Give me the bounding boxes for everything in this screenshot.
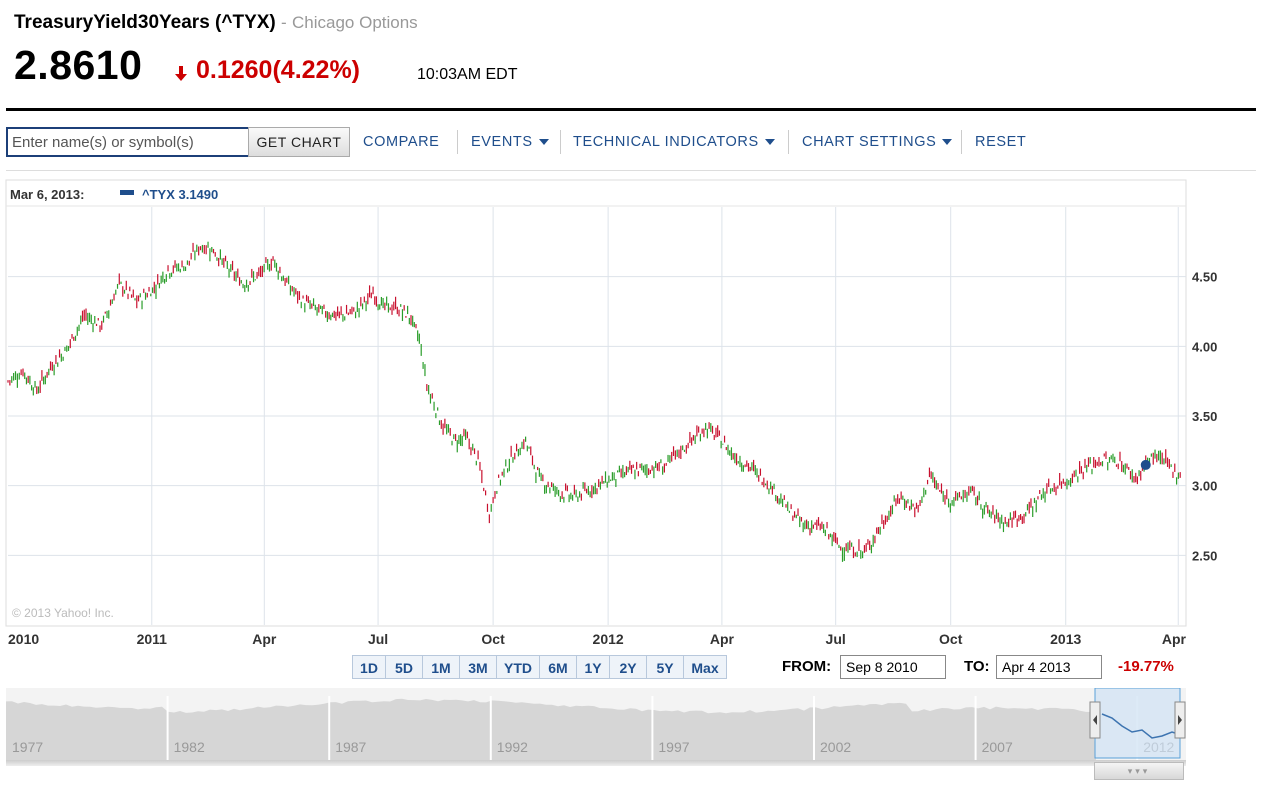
get-chart-button[interactable]: GET CHART	[248, 127, 350, 157]
x-tick-label: Oct	[939, 631, 963, 647]
toolbar-divider-line	[6, 170, 1256, 171]
chart-grid	[8, 207, 1186, 625]
chevron-left-icon	[1093, 715, 1097, 725]
chart-toolbar: GET CHART COMPARE EVENTS TECHNICAL INDIC…	[6, 126, 1256, 158]
exchange-name: Chicago Options	[292, 13, 418, 32]
technical-indicators-menu[interactable]: TECHNICAL INDICATORS	[573, 134, 775, 150]
toolbar-divider	[560, 130, 561, 154]
x-tick-label: 2012	[593, 631, 624, 647]
navigator-year-label: 2002	[820, 739, 851, 755]
navigator-selection-line	[1101, 713, 1179, 739]
range-button-1d[interactable]: 1D	[352, 655, 386, 679]
navigator-year-label: 1992	[497, 739, 528, 755]
price-chart[interactable]: 2.503.003.504.004.50 2010 2011 Apr Jul Oct 20…	[0, 0, 1262, 655]
quote-time: 10:03AM EDT	[417, 66, 518, 83]
y-tick-label: 2.50	[1192, 548, 1217, 563]
navigator-year-label: 1977	[12, 739, 43, 755]
range-button-5y[interactable]: 5Y	[646, 655, 684, 679]
range-button-ytd[interactable]: YTD	[496, 655, 540, 679]
change-percent: (4.22%)	[272, 56, 361, 84]
price-bars	[7, 241, 1181, 562]
header-divider	[6, 108, 1256, 111]
compare-link[interactable]: COMPARE	[363, 134, 440, 150]
navigator-year-label: 1982	[174, 739, 205, 755]
hover-marker	[1140, 459, 1151, 470]
x-tick-label: Apr	[1162, 631, 1187, 647]
range-button-1y[interactable]: 1Y	[576, 655, 610, 679]
navigator-selection[interactable]	[1094, 688, 1181, 759]
legend-symbol-value: ^TYX 3.1490	[142, 187, 218, 202]
to-label: TO:	[964, 658, 990, 675]
chart-settings-menu[interactable]: CHART SETTINGS	[802, 134, 953, 150]
technical-indicators-label: TECHNICAL INDICATORS	[573, 134, 759, 150]
navigator-year-label: 1997	[658, 739, 689, 755]
last-price: 2.8610	[14, 42, 143, 88]
chart-frame	[5, 179, 1187, 627]
legend-date: Mar 6, 2013:	[10, 187, 84, 202]
range-button-6m[interactable]: 6M	[539, 655, 577, 679]
symbol-name: TreasuryYield30Years (^TYX)	[14, 12, 276, 33]
x-tick-label: Jul	[368, 631, 388, 647]
down-arrow-icon	[175, 66, 187, 81]
chevron-down-icon	[942, 139, 953, 146]
from-date-input[interactable]	[840, 655, 946, 679]
toolbar-divider	[788, 130, 789, 154]
x-tick-label: Jul	[826, 631, 846, 647]
y-axis: 2.50 3.00 3.50 4.00 4.50	[1192, 270, 1217, 564]
range-button-5d[interactable]: 5D	[385, 655, 423, 679]
x-axis: 2010 2011 Apr Jul Oct 2012 Apr Jul Oct 2013 Apr	[8, 631, 1187, 647]
range-change-percent: -19.77%	[1118, 658, 1174, 675]
toolbar-divider	[961, 130, 962, 154]
chart-settings-label: CHART SETTINGS	[802, 134, 937, 150]
chevron-down-icon	[764, 139, 775, 146]
events-menu[interactable]: EVENTS	[471, 134, 549, 150]
navigator-year-label: 2007	[982, 739, 1013, 755]
x-tick-label: Oct	[481, 631, 505, 647]
y-tick-label: 4.00	[1192, 339, 1217, 354]
reset-link[interactable]: RESET	[975, 134, 1027, 150]
chevron-down-icon	[538, 139, 549, 146]
copyright: © 2013 Yahoo! Inc.	[12, 606, 114, 620]
price-change: 0.1260(4.22%)	[196, 56, 360, 85]
range-button-1m[interactable]: 1M	[422, 655, 460, 679]
x-tick-label: 2010	[8, 631, 39, 647]
events-label: EVENTS	[471, 134, 533, 150]
to-date-input[interactable]	[996, 655, 1102, 679]
y-tick-label: 4.50	[1192, 270, 1217, 285]
y-tick-label: 3.50	[1192, 409, 1217, 424]
chevron-right-icon	[1178, 715, 1182, 725]
y-tick-label: 3.00	[1192, 479, 1217, 494]
range-button-2y[interactable]: 2Y	[609, 655, 647, 679]
navigator-area	[6, 698, 1096, 760]
time-navigator[interactable]: 19771982198719921997200220072012	[6, 688, 1186, 760]
symbol-search-input[interactable]	[6, 127, 250, 157]
x-tick-label: 2011	[137, 631, 168, 647]
navigator-year-label: 1987	[335, 739, 366, 755]
range-button-3m[interactable]: 3M	[459, 655, 497, 679]
change-value: 0.1260	[196, 56, 273, 84]
scrollbar-grip[interactable]: ▾▾▾	[1094, 762, 1184, 780]
x-tick-label: Apr	[710, 631, 735, 647]
navigator-scrollbar[interactable]	[6, 760, 1186, 766]
legend-swatch	[120, 190, 134, 195]
range-button-max[interactable]: Max	[683, 655, 727, 679]
x-tick-label: 2013	[1050, 631, 1081, 647]
from-label: FROM:	[782, 658, 832, 675]
x-tick-label: Apr	[252, 631, 277, 647]
toolbar-divider	[457, 130, 458, 154]
quote-title: TreasuryYield30Years (^TYX) - Chicago Op…	[14, 12, 418, 34]
title-separator: -	[281, 13, 287, 32]
